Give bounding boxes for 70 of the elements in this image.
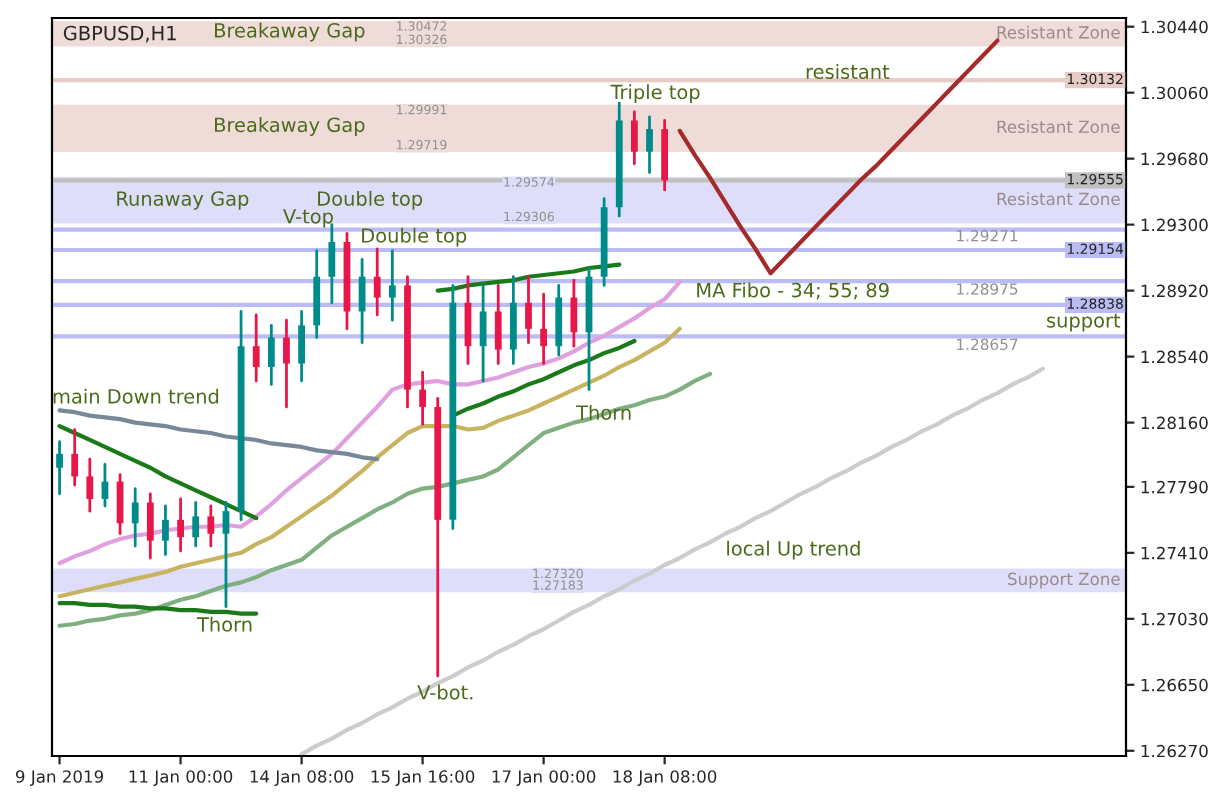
y-tick-label: 1.29680 bbox=[1141, 152, 1208, 166]
annotation: support bbox=[1047, 313, 1121, 332]
candlestick bbox=[540, 292, 548, 365]
annotation: local Up trend bbox=[727, 540, 860, 560]
candlestick bbox=[131, 487, 139, 548]
candlestick bbox=[646, 115, 653, 174]
x-tick-label: 18 Jan 08:00 bbox=[613, 770, 717, 786]
annotation: resistant bbox=[806, 63, 890, 79]
candlestick bbox=[494, 284, 502, 365]
candlestick bbox=[419, 370, 427, 426]
y-tick-label: 1.28920 bbox=[1141, 284, 1208, 298]
chart-title: GBPUSD,H1 bbox=[63, 25, 176, 43]
candlestick bbox=[509, 275, 517, 365]
y-tick-label: 1.28160 bbox=[1141, 416, 1208, 430]
y-tick-label: 1.30060 bbox=[1141, 86, 1208, 100]
y-tick-label: 1.26650 bbox=[1141, 678, 1208, 692]
x-tick-label: 17 Jan 00:00 bbox=[492, 770, 596, 786]
y-tick-label: 1.29300 bbox=[1141, 218, 1208, 232]
y-tick-label: 1.28540 bbox=[1141, 350, 1208, 364]
candlestick bbox=[525, 275, 532, 345]
y-tick-label: 1.27030 bbox=[1141, 612, 1208, 626]
x-tick-label: 11 Jan 00:00 bbox=[129, 770, 233, 786]
candlestick bbox=[373, 247, 381, 317]
candlestick bbox=[298, 310, 305, 383]
annotation: MA Fibo - 34; 55; 89 bbox=[697, 282, 889, 300]
annotation: Double top bbox=[362, 227, 467, 247]
candlestick bbox=[252, 313, 260, 383]
annotation: main Down trend bbox=[53, 388, 219, 404]
annotation: Runaway Gap bbox=[117, 191, 249, 210]
annotation: Breakaway Gap bbox=[215, 117, 365, 136]
candlestick bbox=[283, 318, 290, 409]
x-tick-label: 9 Jan 2019 bbox=[15, 770, 104, 786]
band-label: Resistant Zone bbox=[997, 25, 1120, 39]
y-tick-label: 1.27410 bbox=[1141, 546, 1208, 560]
annotation: Thorn bbox=[196, 616, 252, 632]
line-series bbox=[57, 423, 259, 521]
annotation: Triple top bbox=[610, 84, 700, 104]
candlestick bbox=[56, 440, 63, 496]
candlestick bbox=[630, 110, 638, 166]
line-series bbox=[57, 279, 682, 566]
candlestick bbox=[177, 497, 184, 553]
candlestick bbox=[222, 501, 230, 609]
line-series bbox=[57, 408, 380, 462]
candlestick bbox=[71, 428, 79, 487]
annotation: Breakaway Gap bbox=[215, 22, 365, 42]
line-series bbox=[57, 371, 713, 628]
candlestick bbox=[207, 504, 215, 548]
line-series bbox=[450, 338, 637, 418]
candlestick bbox=[358, 257, 366, 345]
band-label: Support Zone bbox=[1008, 572, 1120, 589]
candlestick bbox=[146, 492, 154, 560]
candlestick bbox=[388, 249, 396, 322]
candlestick bbox=[192, 501, 200, 548]
candlestick bbox=[267, 323, 275, 386]
x-tick-label: 15 Jan 16:00 bbox=[371, 770, 475, 786]
annotation: Double top bbox=[318, 190, 423, 210]
y-tick-label: 1.30440 bbox=[1141, 20, 1208, 34]
band-label: Resistant Zone bbox=[997, 120, 1120, 134]
annotation: V-bot. bbox=[417, 684, 473, 700]
x-tick-label: 14 Jan 08:00 bbox=[250, 770, 354, 786]
annotation: V-top bbox=[283, 209, 333, 228]
band-label: Resistant Zone bbox=[997, 192, 1120, 206]
candlestick bbox=[570, 278, 578, 348]
candlestick bbox=[479, 284, 487, 383]
line-series bbox=[435, 262, 622, 293]
line-series bbox=[57, 326, 682, 599]
y-tick-label: 1.27790 bbox=[1141, 480, 1208, 494]
y-tick-label: 1.26270 bbox=[1141, 744, 1208, 758]
candlestick bbox=[86, 457, 94, 513]
candlestick bbox=[162, 504, 169, 556]
